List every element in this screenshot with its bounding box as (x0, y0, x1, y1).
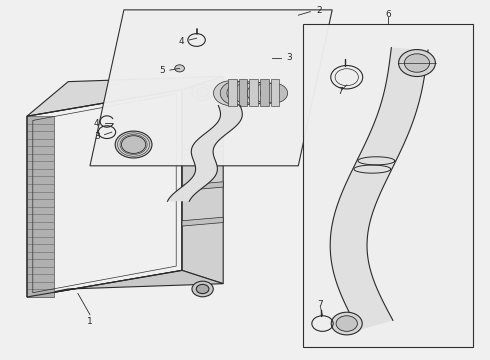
Text: 2: 2 (317, 6, 322, 15)
Polygon shape (228, 79, 237, 105)
Circle shape (331, 312, 362, 335)
Circle shape (192, 85, 213, 100)
Circle shape (115, 131, 152, 158)
Circle shape (196, 284, 209, 294)
Polygon shape (249, 79, 258, 105)
Polygon shape (330, 48, 428, 330)
Text: 4: 4 (94, 119, 99, 128)
Polygon shape (239, 79, 247, 105)
Polygon shape (27, 116, 53, 297)
Text: 7: 7 (337, 87, 343, 96)
Circle shape (122, 136, 146, 153)
Text: 3: 3 (94, 131, 99, 140)
Circle shape (227, 81, 259, 105)
Polygon shape (270, 79, 279, 105)
Circle shape (261, 83, 288, 103)
Text: 5: 5 (159, 66, 165, 75)
Polygon shape (182, 217, 223, 226)
Polygon shape (260, 79, 269, 105)
Text: 4: 4 (179, 37, 184, 46)
Circle shape (336, 316, 357, 331)
Circle shape (220, 81, 253, 105)
Polygon shape (182, 76, 223, 284)
Text: 7: 7 (318, 300, 323, 309)
Text: 3: 3 (286, 53, 292, 62)
Circle shape (196, 88, 209, 97)
Circle shape (175, 65, 184, 72)
Circle shape (234, 82, 265, 104)
Polygon shape (90, 10, 332, 166)
Text: 6: 6 (385, 10, 391, 19)
Circle shape (241, 82, 270, 104)
Polygon shape (182, 146, 223, 155)
Polygon shape (303, 24, 473, 347)
Polygon shape (168, 105, 243, 201)
Polygon shape (27, 270, 223, 297)
Circle shape (214, 81, 247, 105)
Circle shape (192, 281, 213, 297)
Circle shape (398, 50, 436, 77)
Polygon shape (182, 182, 223, 191)
Circle shape (404, 54, 430, 72)
Polygon shape (27, 90, 182, 297)
Circle shape (254, 83, 282, 103)
Circle shape (247, 82, 276, 104)
Text: 1: 1 (87, 317, 93, 326)
Polygon shape (27, 76, 223, 116)
